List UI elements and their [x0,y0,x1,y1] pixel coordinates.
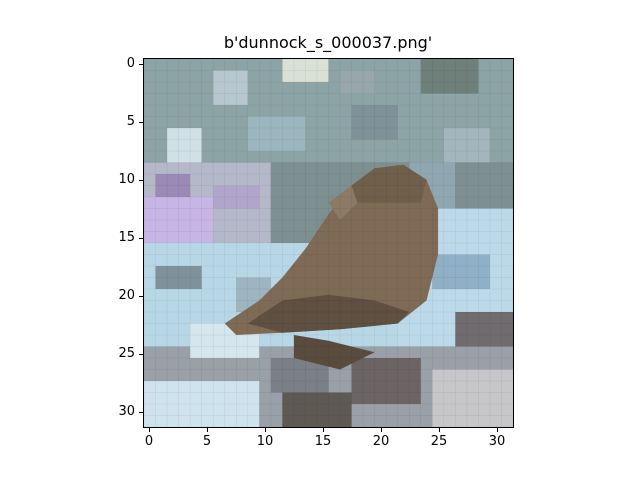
y-tick-label: 10 [118,172,135,187]
y-tick-label: 5 [126,114,135,129]
bird-shape [224,164,439,370]
y-tickmark [139,64,143,65]
x-tickmark [207,428,208,432]
x-tick-label: 30 [488,434,506,449]
x-tick-label: 20 [372,434,390,449]
image-axes [143,58,514,428]
x-tickmark [149,428,150,432]
y-tickmark [139,354,143,355]
y-tick-label: 30 [118,404,135,419]
x-tick-label: 0 [144,434,154,449]
x-tickmark [381,428,382,432]
x-tickmark [497,428,498,432]
pixelated-photo [144,59,513,427]
x-tick-label: 10 [256,434,274,449]
pixel-grid-overlay [144,59,513,427]
x-tickmark [323,428,324,432]
image-title: b'dunnock_s_000037.png' [223,33,433,52]
y-tickmark [139,238,143,239]
y-tickmark [139,180,143,181]
texture-blocks [144,59,513,427]
x-tickmark [265,428,266,432]
y-tick-label: 0 [126,56,135,71]
x-tick-label: 5 [202,434,212,449]
y-tick-label: 15 [118,230,135,245]
y-tickmark [139,412,143,413]
y-tick-label: 20 [118,288,135,303]
y-tickmark [139,122,143,123]
y-tick-label: 25 [118,346,135,361]
x-tickmark [439,428,440,432]
x-tick-label: 25 [430,434,448,449]
y-tickmark [139,296,143,297]
x-tick-label: 15 [314,434,332,449]
